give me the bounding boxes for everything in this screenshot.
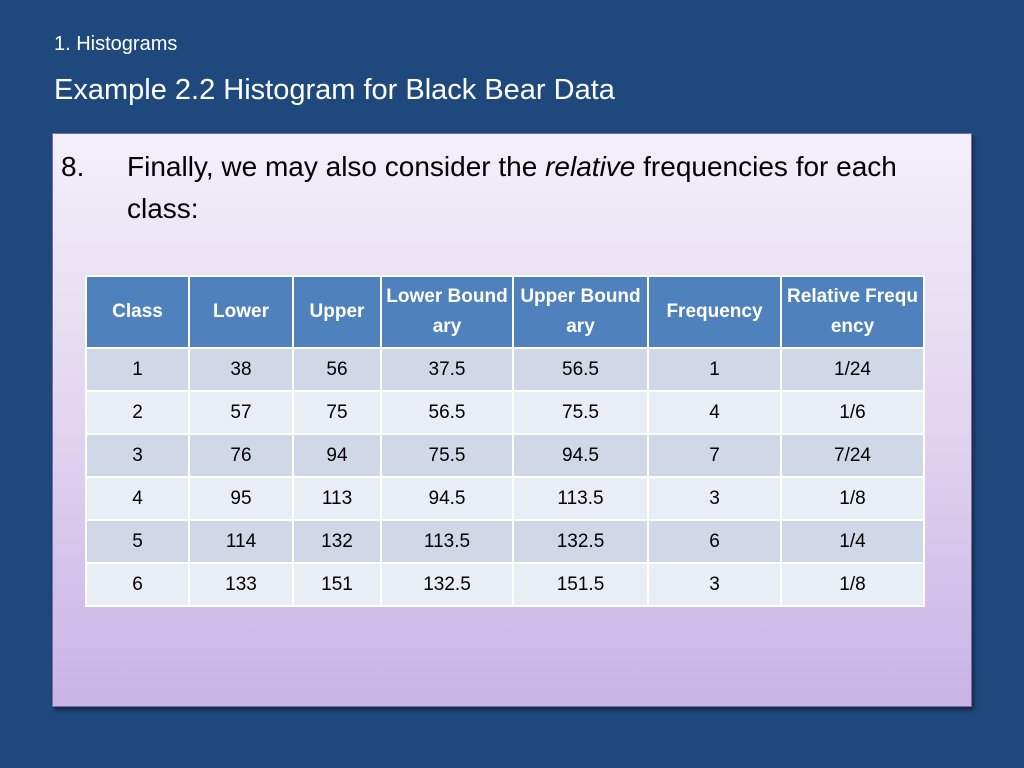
- bullet-text-start: Finally, we may also consider the: [127, 151, 546, 182]
- table-cell: 113: [292, 476, 382, 521]
- table-cell: 1/4: [780, 519, 925, 564]
- table-cell: 1: [647, 347, 782, 392]
- table-cell: 3: [647, 476, 782, 521]
- slide-title: Example 2.2 Histogram for Black Bear Dat…: [54, 74, 615, 106]
- table-cell: 3: [647, 562, 782, 607]
- table-row: 4 95 113 94.5 113.5 3 1/8: [85, 476, 925, 521]
- header-upper-boundary: Upper Boundary: [512, 275, 649, 349]
- table-cell: 38: [188, 347, 294, 392]
- bullet-text-end: frequencies for each class:: [127, 151, 897, 224]
- table-cell: 1/8: [780, 562, 925, 607]
- table-cell: 37.5: [380, 347, 514, 392]
- table-cell: 6: [647, 519, 782, 564]
- table-cell: 95: [188, 476, 294, 521]
- table-cell: 76: [188, 433, 294, 478]
- bullet-text-emphasis: relative: [545, 151, 636, 182]
- table-row: 1 38 56 37.5 56.5 1 1/24: [85, 347, 925, 392]
- table-cell: 1: [85, 347, 190, 392]
- table-cell: 3: [85, 433, 190, 478]
- table-cell: 133: [188, 562, 294, 607]
- table-cell: 94.5: [380, 476, 514, 521]
- table-cell: 151.5: [512, 562, 649, 607]
- table-cell: 56: [292, 347, 382, 392]
- table-cell: 2: [85, 390, 190, 435]
- table-cell: 5: [85, 519, 190, 564]
- content-box: 8. Finally, we may also consider the rel…: [52, 133, 972, 707]
- table-cell: 1/24: [780, 347, 925, 392]
- table-row: 5 114 132 113.5 132.5 6 1/4: [85, 519, 925, 564]
- table-cell: 132: [292, 519, 382, 564]
- table-row: 3 76 94 75.5 94.5 7 7/24: [85, 433, 925, 478]
- table-cell: 1/8: [780, 476, 925, 521]
- table-cell: 75.5: [512, 390, 649, 435]
- bullet-number: 8.: [61, 151, 85, 182]
- table-cell: 113.5: [380, 519, 514, 564]
- table-cell: 4: [647, 390, 782, 435]
- table-row: 2 57 75 56.5 75.5 4 1/6: [85, 390, 925, 435]
- table-cell: 7: [647, 433, 782, 478]
- header-lower: Lower: [188, 275, 294, 349]
- table-cell: 113.5: [512, 476, 649, 521]
- table-cell: 132.5: [512, 519, 649, 564]
- bullet-text: Finally, we may also consider the relati…: [127, 146, 927, 230]
- table-cell: 6: [85, 562, 190, 607]
- table-cell: 4: [85, 476, 190, 521]
- table-cell: 114: [188, 519, 294, 564]
- table-cell: 151: [292, 562, 382, 607]
- table-header-row: Class Lower Upper Lower Boundary Upper B…: [85, 275, 925, 349]
- header-class: Class: [85, 275, 190, 349]
- table-row: 6 133 151 132.5 151.5 3 1/8: [85, 562, 925, 607]
- table-cell: 1/6: [780, 390, 925, 435]
- table-cell: 57: [188, 390, 294, 435]
- table-cell: 75: [292, 390, 382, 435]
- table-cell: 7/24: [780, 433, 925, 478]
- table-cell: 94.5: [512, 433, 649, 478]
- frequency-table: Class Lower Upper Lower Boundary Upper B…: [85, 275, 925, 607]
- header-upper: Upper: [292, 275, 382, 349]
- table-cell: 132.5: [380, 562, 514, 607]
- header-frequency: Frequency: [647, 275, 782, 349]
- header-relative-frequency: Relative Frequency: [780, 275, 925, 349]
- table-cell: 94: [292, 433, 382, 478]
- table-cell: 56.5: [512, 347, 649, 392]
- section-label: 1. Histograms: [54, 33, 178, 55]
- table-cell: 56.5: [380, 390, 514, 435]
- header-lower-boundary: Lower Boundary: [380, 275, 514, 349]
- table-cell: 75.5: [380, 433, 514, 478]
